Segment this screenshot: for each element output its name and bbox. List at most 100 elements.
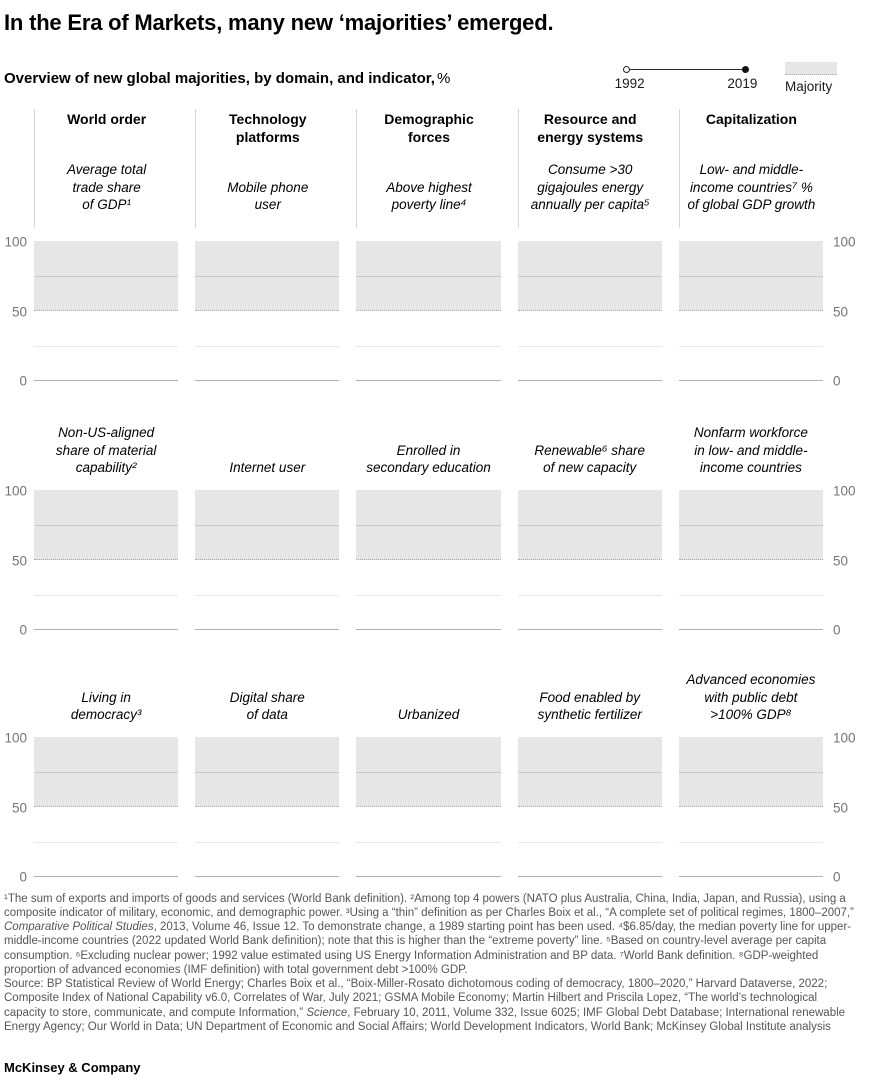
chart-panel [195, 489, 340, 630]
axis-baseline [356, 875, 501, 877]
axis-baseline [356, 628, 501, 630]
gridline-75 [678, 524, 824, 526]
indicator-label: Living in democracy³ [70, 689, 142, 723]
legend-majority: Majority [785, 61, 837, 94]
y-axis-left: 100 50 0 [4, 730, 34, 884]
y-tick-100: 100 [4, 483, 27, 499]
gridline-75 [34, 771, 179, 773]
gridline-75 [34, 275, 179, 277]
chart-row-3: 100 50 0 100 50 0 [4, 730, 863, 884]
column-header: Capitalization [705, 111, 797, 127]
legend-start-year: 1992 [614, 76, 645, 91]
gridline-75 [678, 275, 824, 277]
column-block-world-order: World order Average total trade share of… [34, 109, 178, 228]
gridline-75 [195, 275, 340, 277]
column-block-capitalization: Capitalization Low- and middle- income c… [678, 109, 823, 228]
y-axis-right: 100 50 0 [823, 730, 863, 884]
indicator-label: Enrolled in secondary education [366, 442, 491, 476]
left-gutter [4, 109, 34, 228]
right-gutter [823, 109, 863, 228]
chart-panel [517, 240, 662, 381]
axis-baseline [195, 628, 340, 630]
chart-panel [195, 736, 340, 877]
brand-logo: McKinsey & Company [4, 1060, 141, 1076]
gridline-75 [195, 524, 340, 526]
axis-baseline [34, 875, 179, 877]
column-header: Resource and energy systems [537, 111, 644, 145]
gridline-25 [34, 345, 179, 347]
indicator-label: Non-US-aligned share of material capabil… [55, 425, 157, 476]
footnote-text: ¹The sum of exports and imports of goods… [4, 892, 854, 976]
chart-panel [34, 489, 179, 630]
indicator-label: Urbanized [397, 707, 460, 723]
column-header: Technology platforms [229, 111, 307, 145]
gridline-25 [34, 841, 179, 843]
gridline-25 [517, 841, 662, 843]
chart-panel [356, 736, 501, 877]
y-tick-0: 0 [833, 373, 841, 389]
gridline-25 [678, 841, 824, 843]
y-tick-100: 100 [4, 234, 27, 250]
y-tick-100: 100 [4, 730, 27, 746]
gridline-75 [356, 524, 501, 526]
gridline-75 [195, 771, 340, 773]
gridline-25 [195, 841, 340, 843]
gridline-75 [678, 771, 824, 773]
chart-subtitle: Overview of new global majorities, by do… [4, 61, 450, 87]
gridline-25 [678, 345, 824, 347]
subtitle-text: Overview of new global majorities, by do… [4, 70, 435, 87]
chart-panel [678, 240, 824, 381]
axis-baseline [678, 379, 824, 381]
indicator-row-2: Non-US-aligned share of material capabil… [4, 419, 863, 477]
axis-baseline [34, 379, 179, 381]
gridline-25 [517, 594, 662, 596]
gridline-25 [356, 841, 501, 843]
column-block-demographic-forces: Demographic forces Above highest poverty… [356, 109, 500, 228]
column-block-resource-energy: Resource and energy systems Consume >30 … [517, 109, 662, 228]
gridline-75 [34, 524, 179, 526]
y-tick-0: 0 [19, 622, 27, 638]
y-tick-50: 50 [833, 304, 849, 320]
chart-panel [356, 240, 501, 381]
start-year-dot-icon [623, 66, 630, 73]
axis-baseline [517, 628, 662, 630]
chart-panel [356, 489, 501, 630]
column-header: Demographic forces [384, 111, 474, 145]
subtitle-row: Overview of new global majorities, by do… [4, 61, 863, 95]
y-axis-right: 100 50 0 [823, 234, 863, 388]
y-tick-0: 0 [19, 869, 27, 885]
y-tick-100: 100 [833, 234, 856, 250]
indicator-label: Advanced economies with public debt >100… [686, 672, 816, 723]
axis-baseline [517, 379, 662, 381]
indicator-label: Above highest poverty line⁴ [386, 179, 472, 213]
chart-panel [34, 736, 179, 877]
y-tick-50: 50 [11, 800, 27, 816]
axis-baseline [517, 875, 662, 877]
axis-baseline [678, 628, 824, 630]
chart-panel [195, 240, 340, 381]
end-year-dot-icon [742, 66, 749, 73]
chart-panel [34, 240, 179, 381]
gridline-25 [678, 594, 824, 596]
legend-end-year: 2019 [727, 76, 758, 91]
indicator-label: Digital share of data [229, 689, 305, 723]
footnotes: ¹The sum of exports and imports of goods… [4, 892, 863, 1035]
y-tick-50: 50 [11, 304, 27, 320]
indicator-label: Food enabled by synthetic fertilizer [537, 689, 642, 723]
gridline-75 [356, 275, 501, 277]
y-tick-0: 0 [833, 869, 841, 885]
y-tick-0: 0 [19, 373, 27, 389]
y-tick-50: 50 [11, 553, 27, 569]
chart-row-1: 100 50 0 100 50 0 [4, 234, 863, 388]
legend-timeline: 1992 2019 [615, 61, 757, 95]
timeline-line [626, 69, 746, 70]
indicator-label: Mobile phone user [227, 179, 309, 213]
legend: 1992 2019 Majority [615, 61, 863, 95]
gridline-25 [34, 594, 179, 596]
indicator-label: Internet user [229, 460, 306, 476]
y-axis-right: 100 50 0 [823, 483, 863, 637]
indicator-label: Low- and middle- income countries⁷ % of … [687, 162, 816, 213]
y-tick-50: 50 [833, 553, 849, 569]
chart-row-2: 100 50 0 100 50 0 [4, 483, 863, 637]
column-header: World order [67, 111, 147, 127]
